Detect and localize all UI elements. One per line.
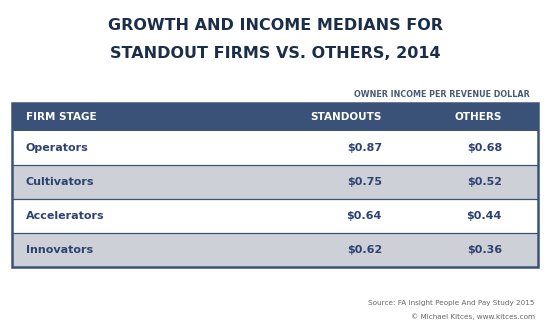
Text: $0.52: $0.52 [467,177,502,187]
Text: FIRM STAGE: FIRM STAGE [26,112,97,122]
Text: Source: FA Insight People And Pay Study 2015: Source: FA Insight People And Pay Study … [368,300,535,306]
Text: OTHERS: OTHERS [455,112,502,122]
Text: OWNER INCOME PER REVENUE DOLLAR: OWNER INCOME PER REVENUE DOLLAR [354,90,530,99]
Bar [12,199,538,233]
Text: GROWTH AND INCOME MEDIANS FOR: GROWTH AND INCOME MEDIANS FOR [107,18,443,33]
Bar [12,165,538,199]
Bar [12,131,538,165]
Text: $0.68: $0.68 [467,143,502,153]
Text: Cultivators: Cultivators [26,177,95,187]
Text: $0.75: $0.75 [347,177,382,187]
Text: STANDOUTS: STANDOUTS [311,112,382,122]
Text: © Michael Kitces, www.kitces.com: © Michael Kitces, www.kitces.com [411,313,535,320]
Bar [12,233,538,267]
Bar [12,103,538,267]
Text: $0.36: $0.36 [467,245,502,255]
Text: Operators: Operators [26,143,89,153]
Text: $0.64: $0.64 [346,211,382,221]
Text: Innovators: Innovators [26,245,93,255]
Text: STANDOUT FIRMS VS. OTHERS, 2014: STANDOUT FIRMS VS. OTHERS, 2014 [109,46,441,61]
Bar [12,103,538,131]
Text: $0.87: $0.87 [347,143,382,153]
Text: Accelerators: Accelerators [26,211,104,221]
Text: $0.62: $0.62 [346,245,382,255]
Text: $0.44: $0.44 [466,211,502,221]
